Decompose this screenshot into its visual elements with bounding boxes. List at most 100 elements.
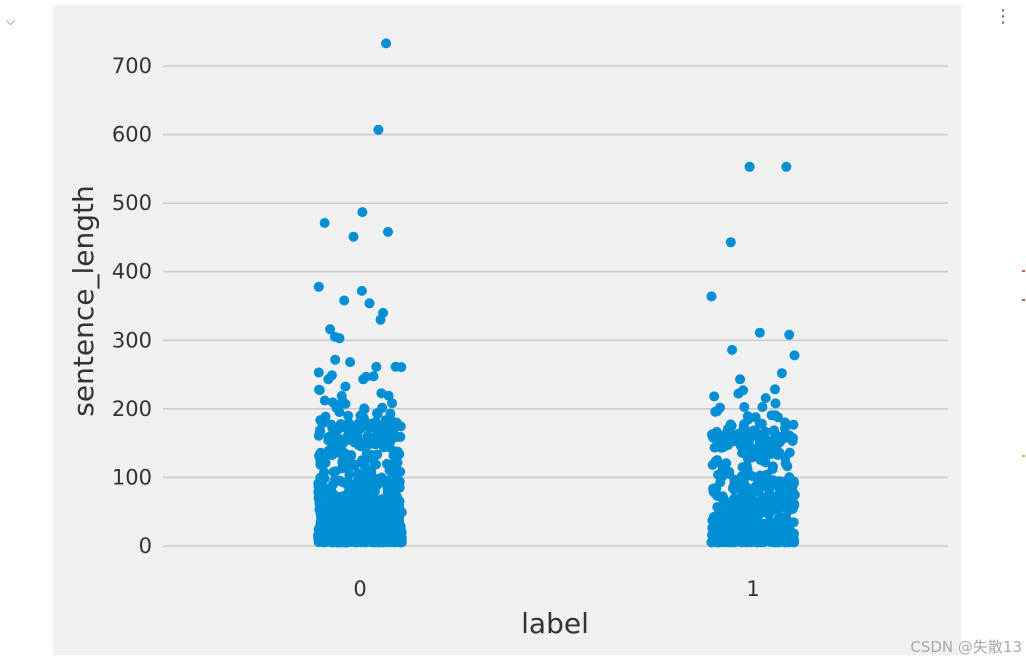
data-point (774, 437, 785, 448)
data-point (344, 506, 355, 517)
data-point (383, 226, 393, 237)
data-point (395, 421, 406, 432)
y-tick-label: 400 (112, 260, 152, 284)
data-point (318, 529, 329, 540)
data-point (725, 237, 736, 248)
y-tick-label: 100 (112, 465, 152, 489)
data-point (711, 483, 722, 494)
data-point (788, 419, 799, 430)
data-point (379, 498, 390, 509)
data-point (371, 361, 382, 372)
data-point (361, 371, 372, 382)
data-point (711, 426, 722, 437)
data-point (707, 515, 718, 526)
data-point (782, 461, 793, 472)
data-point (360, 537, 371, 548)
data-point (770, 398, 781, 409)
data-point (760, 393, 771, 404)
data-point (373, 124, 384, 135)
collapse-chevron-icon[interactable]: ⌵ (6, 14, 16, 28)
data-point (347, 491, 358, 502)
data-point (757, 402, 768, 412)
y-tick-labels: 0 100 200 300 400 500 600 700 (112, 54, 152, 558)
data-point (735, 374, 746, 385)
x-axis-label: label (521, 607, 589, 640)
data-point (313, 367, 324, 378)
data-point (323, 374, 334, 385)
data-point (717, 491, 727, 502)
data-point (375, 314, 386, 325)
data-point (747, 523, 758, 533)
data-point (776, 368, 787, 379)
data-point (385, 506, 396, 516)
data-point (323, 501, 334, 511)
data-point (384, 434, 394, 445)
data-points (313, 38, 800, 548)
data-point (776, 518, 787, 529)
data-point (751, 504, 762, 514)
data-point (740, 498, 751, 509)
data-point (782, 432, 792, 443)
data-point (763, 524, 774, 535)
data-point (756, 495, 767, 506)
data-point (788, 533, 799, 544)
data-point (336, 390, 347, 401)
data-point (315, 508, 326, 519)
data-point (345, 357, 356, 368)
x-tick-label: 0 (353, 577, 366, 601)
data-point (350, 432, 361, 442)
data-point (339, 295, 350, 306)
data-point (317, 418, 328, 429)
data-point (323, 488, 334, 499)
data-point (371, 408, 382, 419)
data-point (334, 333, 345, 344)
data-point (728, 430, 739, 441)
data-point (390, 465, 401, 476)
data-point (348, 231, 359, 242)
data-point (784, 329, 795, 340)
data-point (721, 504, 732, 515)
data-point (382, 420, 393, 431)
data-point (736, 471, 747, 482)
data-point (737, 426, 748, 437)
data-point (315, 459, 326, 470)
data-point (757, 518, 768, 529)
data-point (325, 324, 336, 335)
y-tick-label: 700 (112, 54, 152, 78)
data-point (392, 446, 403, 457)
data-point (756, 418, 767, 429)
data-point (786, 496, 797, 507)
data-point (368, 371, 379, 382)
data-point (748, 486, 759, 497)
data-point (358, 413, 369, 424)
gridlines (163, 65, 948, 547)
data-point (789, 350, 800, 361)
data-point (360, 468, 371, 479)
data-point (370, 439, 381, 450)
data-point (765, 536, 776, 547)
data-point (755, 455, 766, 466)
more-options-icon[interactable]: ⋮ (994, 6, 1012, 27)
data-point (718, 442, 729, 452)
data-point (329, 475, 340, 486)
data-point (371, 459, 381, 470)
data-point (338, 499, 349, 510)
data-point (364, 298, 375, 309)
data-point (706, 537, 717, 548)
data-point (760, 478, 771, 489)
data-point (395, 431, 406, 442)
data-point (331, 402, 342, 413)
data-point (733, 388, 744, 399)
data-point (390, 361, 401, 372)
side-marker (1022, 299, 1025, 301)
data-point (394, 482, 405, 493)
data-point (774, 486, 785, 497)
data-point (757, 531, 768, 542)
data-point (313, 537, 324, 548)
data-point (352, 475, 363, 486)
data-point (770, 384, 780, 395)
data-point (351, 528, 362, 539)
data-point (706, 291, 717, 302)
